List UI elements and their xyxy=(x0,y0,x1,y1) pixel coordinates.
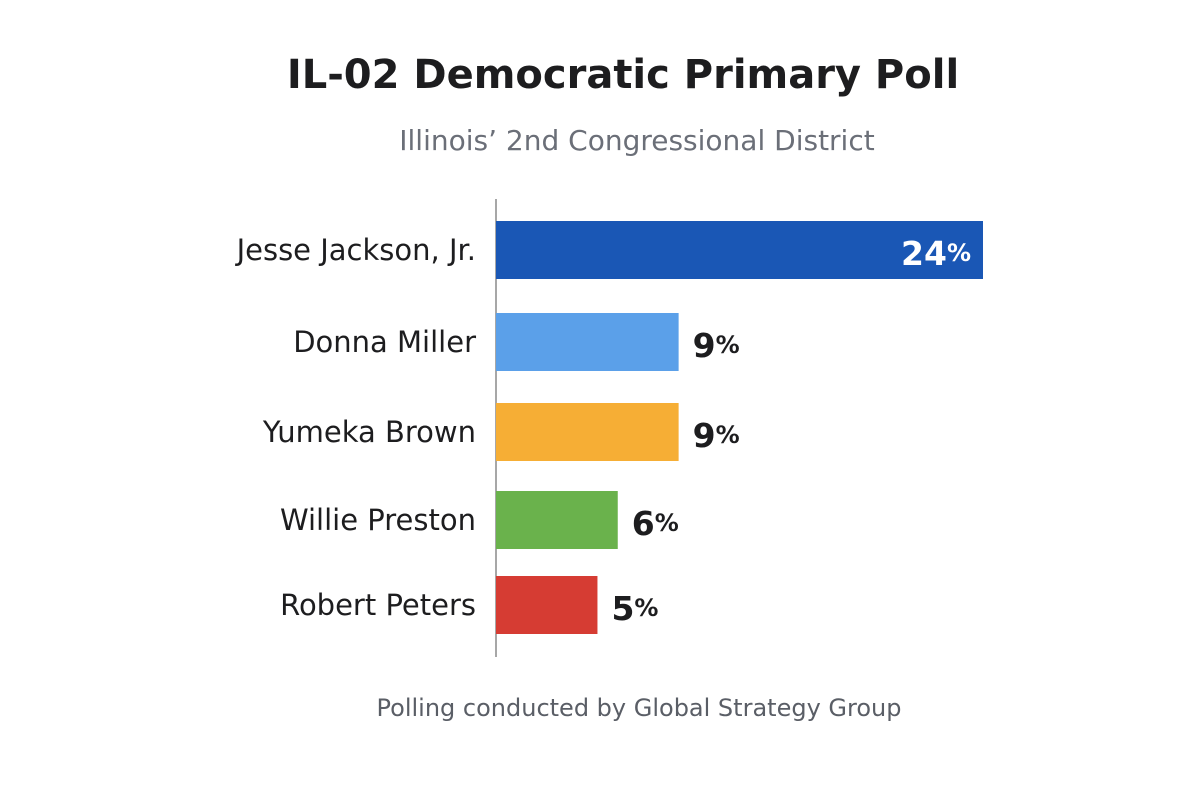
bar xyxy=(496,313,679,371)
category-label: Jesse Jackson, Jr. xyxy=(235,233,476,267)
data-label: 5% xyxy=(611,589,658,628)
category-label: Donna Miller xyxy=(293,325,476,359)
bar xyxy=(496,403,679,461)
data-label: 9% xyxy=(693,416,740,455)
chart-subtitle: Illinois’ 2nd Congressional District xyxy=(399,124,875,157)
chart-title: IL-02 Democratic Primary Poll xyxy=(286,52,960,98)
category-label: Willie Preston xyxy=(280,503,476,537)
source-note: Polling conducted by Global Strategy Gro… xyxy=(376,694,902,722)
bar xyxy=(496,221,983,279)
category-label: Robert Peters xyxy=(280,588,476,622)
data-label: 6% xyxy=(632,504,679,543)
category-label: Yumeka Brown xyxy=(262,415,476,449)
bar xyxy=(496,491,618,549)
data-label: 24% xyxy=(901,234,971,273)
data-label: 9% xyxy=(693,326,740,365)
bar xyxy=(496,576,598,634)
